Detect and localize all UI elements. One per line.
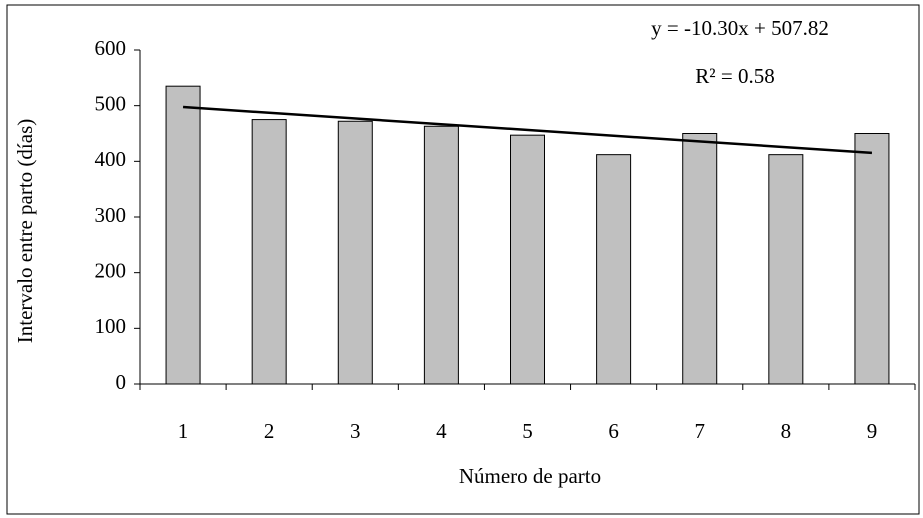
- x-axis-label: Número de parto: [459, 464, 601, 488]
- x-tick-label: 1: [178, 419, 189, 443]
- y-tick-label: 500: [95, 91, 127, 115]
- y-tick-label: 200: [95, 258, 127, 282]
- bar: [423, 125, 459, 385]
- x-tick-label: 8: [781, 419, 792, 443]
- bar: [854, 133, 890, 385]
- x-tick-label: 5: [522, 419, 533, 443]
- y-tick-label: 300: [95, 203, 127, 227]
- bar: [682, 133, 718, 385]
- y-tick-label: 0: [116, 370, 127, 394]
- y-tick-label: 600: [95, 36, 127, 60]
- bar: [337, 120, 373, 385]
- x-tick-label: 9: [867, 419, 878, 443]
- y-axis-label: Intervalo entre parto (días): [13, 119, 37, 343]
- x-tick-label: 3: [350, 419, 361, 443]
- trend-equation: y = -10.30x + 507.82: [651, 16, 829, 40]
- r-squared: R² = 0.58: [695, 64, 774, 88]
- bar: [510, 134, 545, 385]
- bar: [251, 119, 287, 385]
- x-tick-label: 2: [264, 419, 275, 443]
- y-tick-label: 100: [95, 314, 127, 338]
- bar: [768, 154, 804, 385]
- x-tick-label: 7: [694, 419, 705, 443]
- bar: [596, 154, 632, 385]
- trendline: [182, 105, 873, 155]
- y-axis-label-group: Intervalo entre parto (días): [13, 119, 37, 343]
- x-tick-label: 6: [608, 419, 619, 443]
- x-tick-label: 4: [436, 419, 447, 443]
- y-tick-label: 400: [95, 147, 127, 171]
- bar: [165, 85, 201, 385]
- chart-frame: [6, 4, 920, 515]
